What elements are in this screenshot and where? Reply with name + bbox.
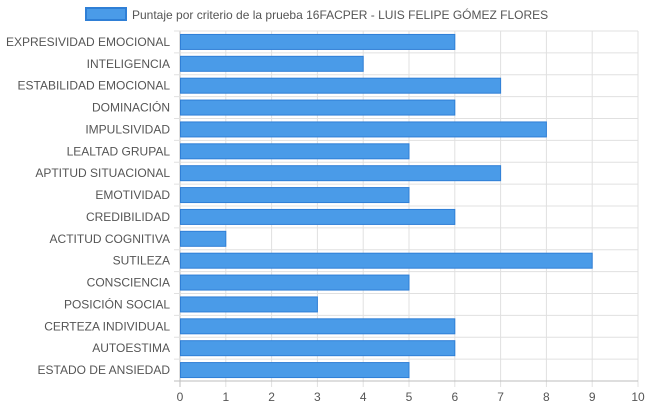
x-tick-label: 1 bbox=[222, 390, 229, 404]
bar[interactable] bbox=[180, 208, 456, 225]
category-label: CONSCIENCIA bbox=[87, 276, 170, 290]
category-label: ACTITUD COGNITIVA bbox=[50, 232, 170, 246]
x-tick-label: 10 bbox=[631, 390, 645, 404]
legend-swatch bbox=[85, 7, 127, 21]
bar[interactable] bbox=[180, 33, 456, 50]
x-tick-label: 8 bbox=[543, 390, 550, 404]
bar[interactable] bbox=[180, 121, 547, 138]
category-label: CREDIBILIDAD bbox=[86, 210, 170, 224]
category-label: SUTILEZA bbox=[113, 254, 170, 268]
x-tick-label: 2 bbox=[268, 390, 275, 404]
category-label: IMPULSIVIDAD bbox=[85, 122, 170, 136]
bar[interactable] bbox=[180, 143, 410, 160]
category-label: AUTOESTIMA bbox=[92, 341, 170, 355]
bar[interactable] bbox=[180, 362, 410, 379]
bar[interactable] bbox=[180, 187, 410, 204]
bar[interactable] bbox=[180, 318, 456, 335]
bar[interactable] bbox=[180, 165, 502, 182]
bar[interactable] bbox=[180, 77, 502, 94]
x-tick-label: 9 bbox=[589, 390, 596, 404]
bar[interactable] bbox=[180, 99, 456, 116]
x-axis-ticks: 0 1 2 3 4 5 6 7 8 9 10 bbox=[177, 390, 645, 404]
x-tick-label: 7 bbox=[497, 390, 504, 404]
x-tick-label: 4 bbox=[360, 390, 367, 404]
legend-label: Puntaje por criterio de la prueba 16FACP… bbox=[132, 7, 548, 22]
bar[interactable] bbox=[180, 230, 227, 247]
x-tick-label: 3 bbox=[314, 390, 321, 404]
category-label: EMOTIVIDAD bbox=[95, 188, 170, 202]
category-label: ESTABILIDAD EMOCIONAL bbox=[18, 79, 171, 93]
bar[interactable] bbox=[180, 55, 364, 72]
bar[interactable] bbox=[180, 252, 593, 269]
legend[interactable]: Puntaje por criterio de la prueba 16FACP… bbox=[85, 7, 548, 22]
bar[interactable] bbox=[180, 296, 318, 313]
category-label: EXPRESIVIDAD EMOCIONAL bbox=[6, 35, 170, 49]
category-label: ESTADO DE ANSIEDAD bbox=[38, 363, 171, 377]
x-tick-label: 0 bbox=[177, 390, 184, 404]
bar[interactable] bbox=[180, 274, 410, 291]
bars bbox=[180, 33, 593, 379]
category-label: POSICIÓN SOCIAL bbox=[64, 296, 170, 311]
category-label: APTITUD SITUACIONAL bbox=[35, 166, 170, 180]
category-label: CERTEZA INDIVIDUAL bbox=[44, 319, 170, 333]
x-tick-label: 6 bbox=[451, 390, 458, 404]
category-label: LEALTAD GRUPAL bbox=[67, 144, 171, 158]
category-label: INTELIGENCIA bbox=[87, 57, 170, 71]
category-labels: EXPRESIVIDAD EMOCIONAL INTELIGENCIA ESTABI… bbox=[6, 35, 170, 377]
bar[interactable] bbox=[180, 340, 456, 357]
x-tick-label: 5 bbox=[406, 390, 413, 404]
category-label: DOMINACIÓN bbox=[92, 100, 170, 115]
